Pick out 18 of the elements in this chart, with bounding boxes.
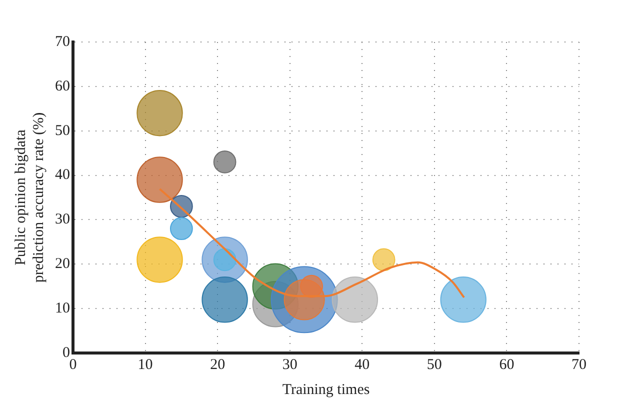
y-tick-label: 20 <box>55 256 70 272</box>
x-tick-label: 10 <box>138 356 153 373</box>
y-tick-label: 30 <box>55 212 70 228</box>
x-tick-label: 50 <box>426 356 442 373</box>
y-tick-label: 0 <box>62 344 70 361</box>
y-tick-label: 40 <box>55 167 70 184</box>
y-axis-title: Public opinion bigdata prediction accuracy rate (%) <box>12 112 47 283</box>
x-tick-label: 30 <box>282 356 298 373</box>
x-tick-label: 70 <box>572 356 586 373</box>
y-tick-label: 10 <box>55 300 70 317</box>
x-axis-title: Training times <box>282 382 370 398</box>
x-tick-label: 40 <box>354 356 370 373</box>
x-tick-label: 20 <box>210 356 226 373</box>
y-tick-label: 70 <box>55 34 70 50</box>
y-tick-label: 60 <box>55 78 70 94</box>
line-series <box>158 188 466 298</box>
x-tick-label: 60 <box>499 356 514 373</box>
y-tick-label: 50 <box>55 122 70 139</box>
